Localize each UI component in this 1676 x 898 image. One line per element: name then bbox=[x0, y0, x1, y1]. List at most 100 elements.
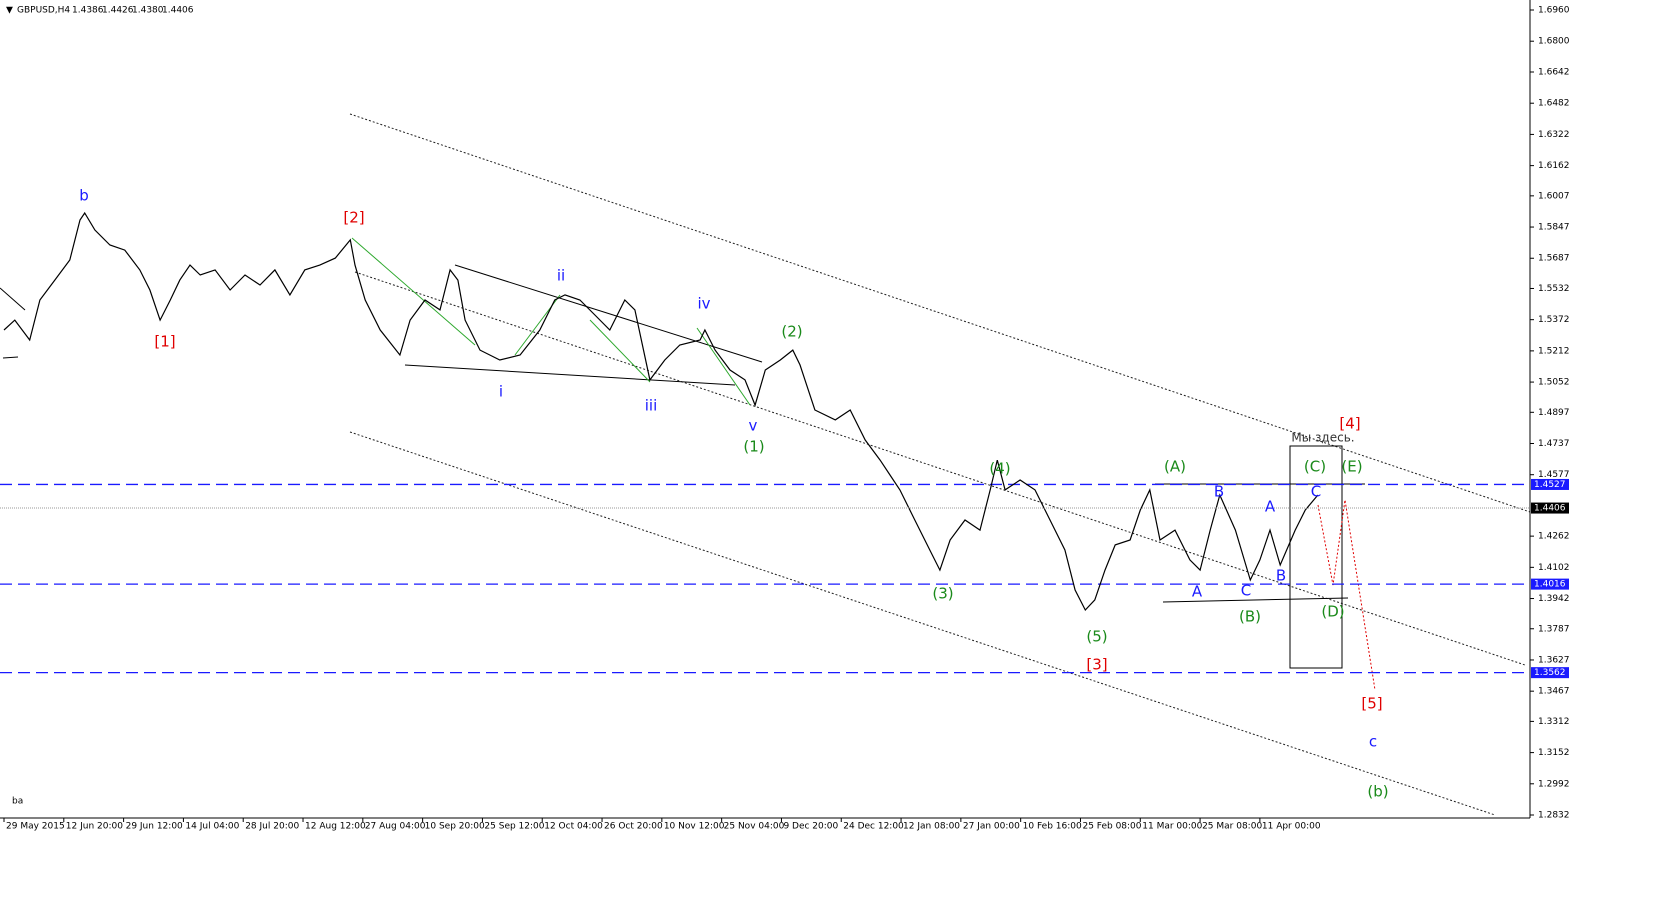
trend-line bbox=[0, 287, 26, 311]
wave-label: v bbox=[749, 417, 758, 435]
x-tick-label: 11 Apr 00:00 bbox=[1262, 822, 1321, 832]
wave-label: c bbox=[1369, 733, 1377, 751]
last-price-tag bbox=[1531, 502, 1569, 514]
symbol: GBPUSD,H4 bbox=[17, 6, 70, 16]
x-tick-label: 25 Nov 04:00 bbox=[724, 822, 785, 832]
y-tick-label: 1.4737 bbox=[1538, 439, 1570, 449]
x-tick-label: 29 May 2015 bbox=[6, 822, 65, 832]
y-tick-label: 1.4102 bbox=[1538, 563, 1570, 573]
x-tick-label: 29 Jun 12:00 bbox=[126, 822, 183, 832]
y-tick-label: 1.5847 bbox=[1538, 223, 1570, 233]
wave-label: [5] bbox=[1361, 695, 1382, 713]
x-tick-label: 25 Mar 08:00 bbox=[1202, 822, 1262, 832]
wave-label: (3) bbox=[932, 585, 953, 603]
wave-label: [2] bbox=[343, 209, 364, 227]
wave-label: (b) bbox=[1367, 783, 1388, 801]
wave-label: (4) bbox=[989, 460, 1010, 478]
wave-label: (D) bbox=[1321, 603, 1344, 621]
wave-label: [4] bbox=[1339, 415, 1360, 433]
y-tick-label: 1.3312 bbox=[1538, 717, 1570, 727]
y-tick-label: 1.3152 bbox=[1538, 748, 1570, 758]
y-tick-label: 1.5052 bbox=[1538, 378, 1570, 388]
wave-label: (1) bbox=[743, 438, 764, 456]
ohlc-value: 1.4386 bbox=[72, 6, 104, 16]
price-line bbox=[3, 211, 1319, 612]
x-tick-label: 25 Feb 08:00 bbox=[1082, 822, 1141, 832]
trend-line bbox=[454, 264, 763, 363]
x-tick-label: 10 Nov 12:00 bbox=[664, 822, 725, 832]
wave-line bbox=[351, 237, 476, 346]
y-tick-label: 1.6007 bbox=[1538, 191, 1570, 201]
wave-label: C bbox=[1311, 483, 1321, 501]
wave-label: (C) bbox=[1304, 458, 1326, 476]
y-tick-label: 1.6482 bbox=[1538, 99, 1570, 109]
level-label: 1.4016 bbox=[1534, 580, 1566, 590]
wave-label: (5) bbox=[1086, 628, 1107, 646]
y-tick-label: 1.5532 bbox=[1538, 284, 1570, 294]
wave-label: [3] bbox=[1086, 656, 1107, 674]
y-tick-label: 1.4897 bbox=[1538, 408, 1570, 418]
wave-label: Мы здесь. bbox=[1291, 431, 1354, 445]
y-tick-label: 1.2992 bbox=[1538, 779, 1570, 789]
wave-label: C bbox=[1241, 582, 1251, 600]
y-tick-label: 1.4262 bbox=[1538, 532, 1570, 542]
x-tick-label: 10 Feb 16:00 bbox=[1023, 822, 1082, 832]
last-price-label: 1.4406 bbox=[1534, 504, 1566, 514]
trend-line bbox=[404, 364, 736, 386]
y-tick-label: 1.6322 bbox=[1538, 130, 1570, 140]
wave-label: B bbox=[1276, 567, 1286, 585]
wave-label: (A) bbox=[1164, 458, 1186, 476]
symbol-marker: ▼ bbox=[6, 6, 13, 16]
level-tag bbox=[1531, 578, 1569, 590]
y-tick-label: 1.6960 bbox=[1538, 6, 1570, 16]
y-tick-label: 1.6642 bbox=[1538, 68, 1570, 78]
wave-label: A bbox=[1192, 583, 1203, 601]
x-tick-label: 12 Jun 20:00 bbox=[66, 822, 123, 832]
wave-label: i bbox=[499, 383, 503, 401]
y-tick-label: 1.3467 bbox=[1538, 687, 1570, 697]
wave-label: ii bbox=[557, 267, 565, 285]
ohlc-value: 1.4380 bbox=[132, 6, 164, 16]
y-tick-label: 1.5372 bbox=[1538, 315, 1570, 325]
y-tick-label: 1.5687 bbox=[1538, 254, 1570, 264]
channel-lower bbox=[349, 431, 1496, 816]
y-tick-label: 1.3787 bbox=[1538, 624, 1570, 634]
wave-label: [1] bbox=[154, 333, 175, 351]
target-box bbox=[1289, 445, 1343, 669]
wave-label: (B) bbox=[1239, 608, 1261, 626]
x-tick-label: 27 Aug 04:00 bbox=[365, 822, 426, 832]
wave-lines bbox=[351, 237, 751, 406]
wave-label: B bbox=[1214, 483, 1224, 501]
x-tick-label: 26 Oct 20:00 bbox=[604, 822, 663, 832]
wave-label: (E) bbox=[1341, 458, 1362, 476]
x-tick-label: 10 Sep 20:00 bbox=[425, 822, 485, 832]
level-label: 1.4527 bbox=[1534, 480, 1566, 490]
wave-line bbox=[589, 319, 651, 383]
trend-line bbox=[1162, 597, 1349, 603]
y-tick-label: 1.2832 bbox=[1538, 811, 1570, 821]
wave-line bbox=[696, 327, 751, 406]
y-tick-label: 1.4577 bbox=[1538, 470, 1570, 480]
level-label: 1.3562 bbox=[1534, 668, 1566, 678]
wave-label: (2) bbox=[781, 323, 802, 341]
y-tick-label: 1.3627 bbox=[1538, 655, 1570, 665]
wave-label: b bbox=[79, 187, 89, 205]
x-tick-label: 28 Jul 20:00 bbox=[245, 822, 299, 832]
indicator-label: ba bbox=[12, 797, 23, 807]
channel-middle bbox=[354, 271, 1526, 666]
trend-line bbox=[2, 356, 19, 359]
wave-label: iv bbox=[697, 295, 710, 313]
wave-label: A bbox=[1265, 498, 1276, 516]
x-tick-label: 12 Jan 08:00 bbox=[903, 822, 960, 832]
y-tick-label: 1.6800 bbox=[1538, 37, 1570, 47]
x-tick-label: 27 Jan 00:00 bbox=[963, 822, 1020, 832]
forecast-path bbox=[1317, 499, 1376, 691]
y-tick-label: 1.6162 bbox=[1538, 161, 1570, 171]
y-tick-label: 1.3942 bbox=[1538, 594, 1570, 604]
x-tick-label: 9 Dec 20:00 bbox=[783, 822, 838, 832]
ohlc-value: 1.4406 bbox=[162, 6, 194, 16]
y-tick-label: 1.5212 bbox=[1538, 346, 1570, 356]
ohlc-value: 1.4426 bbox=[102, 6, 134, 16]
